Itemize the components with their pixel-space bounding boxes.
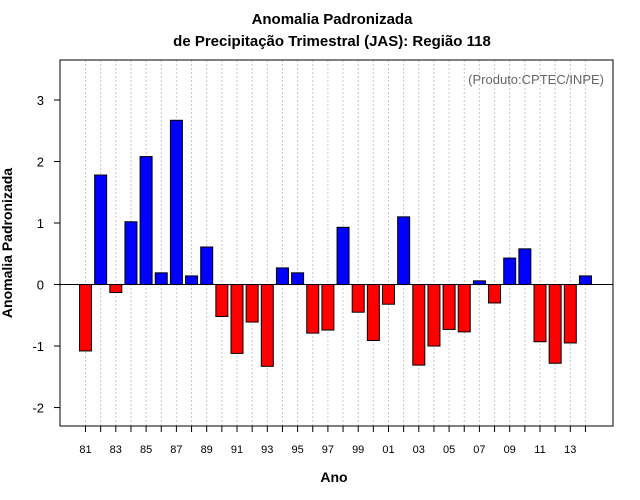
y-axis: -2 -1 0 1 2 3: [32, 93, 60, 416]
bar-1984: [124, 221, 138, 286]
bar-1987: [169, 119, 183, 286]
bar-1983: [109, 284, 123, 294]
x-tick-label: 09: [504, 444, 516, 456]
bar-1985: [139, 156, 153, 286]
x-tick-label: 01: [382, 444, 394, 456]
bar-2000: [366, 284, 380, 341]
bar-2008: [488, 284, 502, 304]
x-tick-label: 13: [564, 444, 576, 456]
bar-1997: [321, 284, 335, 331]
x-tick-label: 83: [110, 444, 122, 456]
bar-1993: [260, 284, 274, 367]
bar-2005: [442, 284, 456, 330]
bar-2010: [518, 248, 532, 286]
bar-1996: [306, 284, 320, 334]
bar-1998: [336, 226, 350, 286]
bar-1994: [275, 267, 289, 286]
x-tick-label: 85: [140, 444, 152, 456]
bar-2014: [578, 275, 592, 286]
x-tick-label: 97: [322, 444, 334, 456]
vertical-gridlines: [85, 60, 586, 426]
x-tick-label: 81: [79, 444, 91, 456]
bar-1995: [291, 272, 305, 286]
x-tick-label: 87: [170, 444, 182, 456]
bar-1988: [185, 275, 199, 286]
bar-1989: [200, 246, 214, 286]
plot-frame: [59, 59, 614, 427]
x-tick-label: 07: [473, 444, 485, 456]
x-tick-label: 03: [413, 444, 425, 456]
x-tick-label: 05: [443, 444, 455, 456]
bar-1990: [215, 284, 229, 318]
x-axis-label: Ano: [320, 469, 347, 485]
bar-2004: [427, 284, 441, 347]
bar-2011: [533, 284, 547, 343]
y-tick-label: -2: [32, 401, 44, 416]
x-tick-label: 95: [291, 444, 303, 456]
bar-1986: [154, 272, 168, 286]
y-tick-label: 1: [37, 216, 44, 231]
bar-2006: [457, 284, 471, 333]
bar-1992: [245, 284, 259, 323]
x-tick-label: 99: [352, 444, 364, 456]
y-tick-label: -1: [32, 339, 44, 354]
bar-2002: [397, 216, 411, 286]
x-tick-label: 11: [534, 444, 545, 456]
bar-1982: [94, 174, 108, 286]
x-tick-label: 91: [231, 444, 243, 456]
bar-2013: [563, 284, 577, 344]
y-tick-label: 0: [37, 278, 44, 293]
chart-title-line-2: de Precipitação Trimestral (JAS): Região…: [173, 33, 491, 50]
bar-1981: [79, 284, 92, 352]
x-tick-label: 93: [261, 444, 273, 456]
bar-2009: [503, 257, 517, 286]
y-tick-label: 3: [37, 93, 44, 108]
chart-title-line-1: Anomalia Padronizada: [252, 11, 414, 28]
x-tick-label: 89: [201, 444, 213, 456]
x-axis: 81 83 85 87 89 91 93 95 97 99 01 03 05 07 09 11 13: [79, 426, 586, 456]
credit-label: (Produto:CPTEC/INPE): [468, 72, 604, 87]
bar-1991: [230, 284, 244, 354]
y-tick-label: 2: [37, 154, 44, 169]
bar-2001: [382, 284, 395, 305]
bar-2003: [412, 284, 426, 366]
bars-group: [79, 119, 592, 367]
y-axis-label: Anomalia Padronizada: [0, 168, 15, 318]
bar-1999: [351, 284, 365, 313]
bar-2012: [548, 284, 562, 364]
bar-2007: [472, 280, 486, 286]
